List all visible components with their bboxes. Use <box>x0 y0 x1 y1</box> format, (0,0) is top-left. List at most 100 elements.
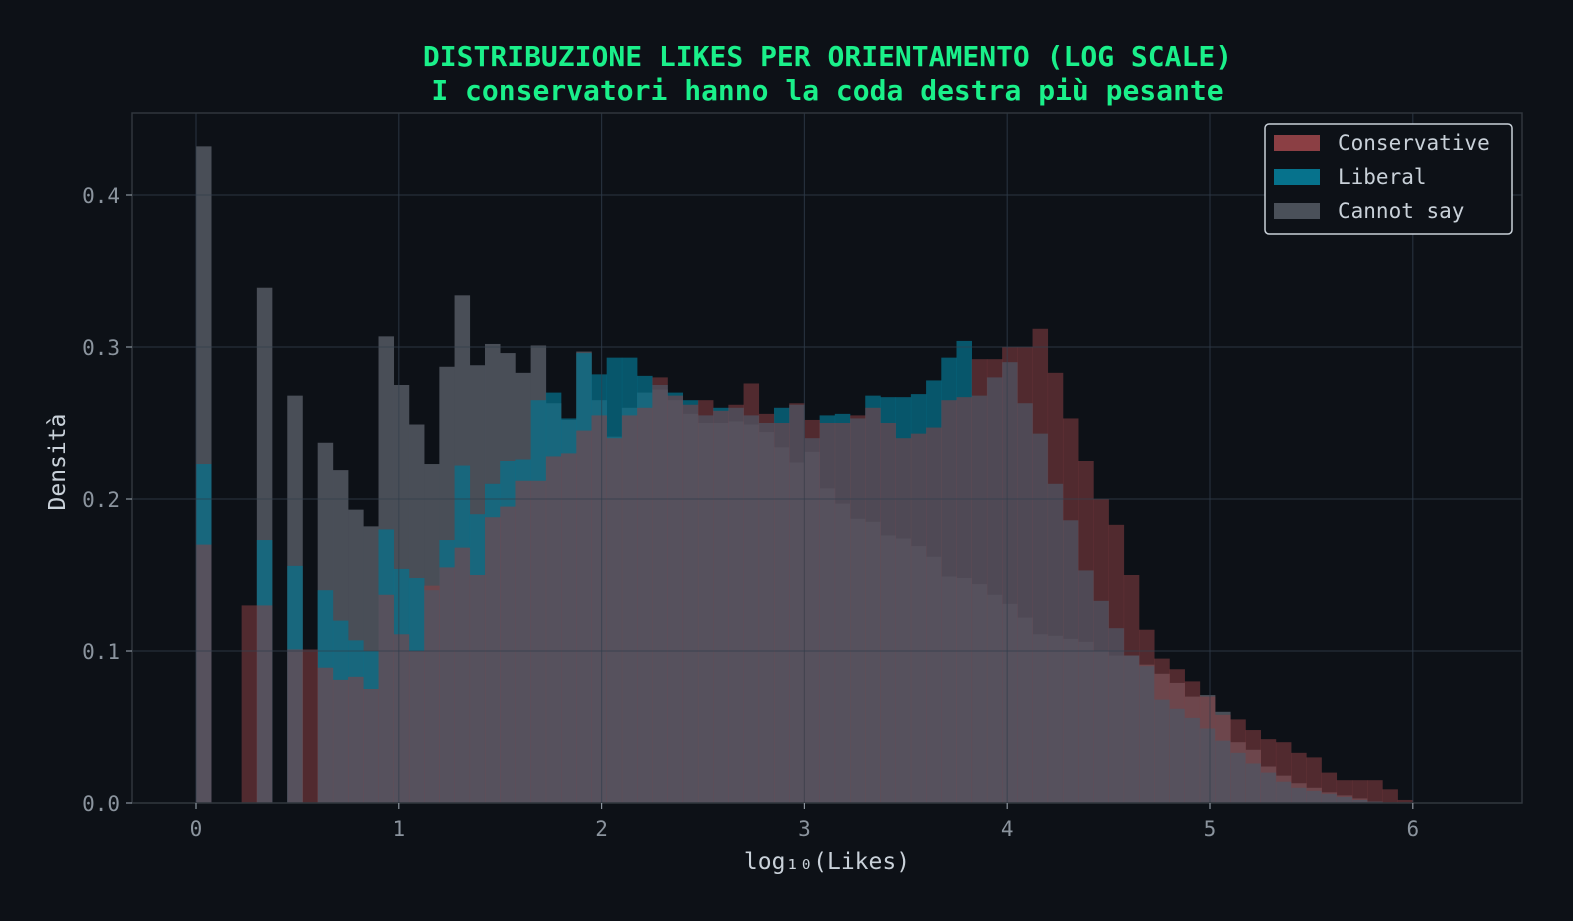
histogram-bar <box>1017 347 1033 803</box>
histogram-bar <box>865 407 881 803</box>
histogram-bar <box>606 438 623 803</box>
histogram-bar <box>819 423 836 803</box>
histogram-bar <box>773 423 790 803</box>
legend: Conservative Liberal Cannot say <box>1264 123 1513 235</box>
histogram-bar <box>1032 328 1049 803</box>
x-tick-label: 2 <box>595 817 608 841</box>
histogram-bar <box>317 667 334 803</box>
histogram-bar <box>971 359 988 803</box>
histogram-bar <box>241 605 258 803</box>
legend-label: Liberal <box>1338 165 1427 189</box>
y-tick-label: 0.2 <box>82 488 120 512</box>
legend-label: Conservative <box>1338 131 1490 155</box>
histogram-bar <box>1169 669 1185 803</box>
histogram-bar <box>1002 347 1018 803</box>
histogram-bar <box>850 415 866 803</box>
histogram-bar <box>1062 418 1079 803</box>
histogram-bar <box>926 427 942 803</box>
histogram-bar <box>1078 461 1094 803</box>
histogram-bar <box>363 689 379 803</box>
histogram-bar <box>682 404 699 803</box>
y-tick-label: 0.1 <box>82 640 120 664</box>
histogram-bar <box>500 506 516 803</box>
histogram-bar <box>302 649 318 803</box>
legend-swatch-liberal <box>1274 169 1320 185</box>
histogram-bar <box>1275 742 1292 803</box>
histogram-bar <box>469 575 486 803</box>
histogram-bar <box>637 407 653 803</box>
x-tick-label: 0 <box>190 817 203 841</box>
histogram-bar <box>713 410 729 803</box>
histogram-bar <box>1139 629 1155 803</box>
histogram-bar <box>697 400 714 803</box>
histogram-bar <box>454 547 471 803</box>
histogram-bar <box>1184 681 1201 803</box>
x-tick-label: 4 <box>1001 817 1014 841</box>
x-tick-label: 1 <box>392 817 405 841</box>
histogram-bar <box>652 377 668 803</box>
histogram-bars <box>196 146 1414 804</box>
legend-frame <box>1264 123 1513 235</box>
histogram-bar <box>393 634 410 803</box>
histogram-bar <box>424 585 440 803</box>
x-axis-ticks: 0 1 2 3 4 5 6 <box>190 803 1419 841</box>
histogram-bar <box>484 517 501 803</box>
histogram-bar <box>941 400 957 803</box>
histogram-bar <box>1108 524 1125 803</box>
histogram-bar <box>834 423 851 803</box>
series-conservative <box>196 328 1414 803</box>
histogram-bar <box>1306 757 1322 803</box>
histogram-bar <box>621 415 638 803</box>
histogram-bar <box>576 430 592 803</box>
x-tick-label: 6 <box>1406 817 1419 841</box>
histogram-bar <box>348 676 364 803</box>
histogram-bar <box>1367 780 1383 803</box>
y-tick-label: 0.3 <box>82 336 120 360</box>
histogram-bar <box>332 679 349 803</box>
y-tick-label: 0.4 <box>82 184 120 208</box>
histogram-bar <box>530 480 547 803</box>
y-axis-label: Densità <box>45 414 71 511</box>
histogram-bar <box>986 359 1003 803</box>
legend-swatch-cannot-say <box>1274 203 1320 219</box>
histogram-bar <box>758 413 775 803</box>
histogram-bar <box>1123 575 1140 803</box>
x-axis-label: log₁₀(Likes) <box>744 849 910 875</box>
histogram-bar <box>256 605 273 803</box>
legend-swatch-conservative <box>1274 135 1320 151</box>
histogram-bar <box>196 544 212 803</box>
histogram-bar <box>1230 719 1246 803</box>
histogram-bar <box>439 567 455 803</box>
histogram-bar <box>1291 752 1307 803</box>
histogram-bar <box>545 456 562 803</box>
y-tick-label: 0.0 <box>82 792 120 816</box>
histogram-bar <box>1260 739 1277 803</box>
histogram-bar <box>1215 714 1231 803</box>
histogram-bar <box>804 419 820 803</box>
histogram-bar <box>1321 772 1338 803</box>
histogram-bar <box>561 453 577 803</box>
chart-title: DISTRIBUZIONE LIKES PER ORIENTAMENTO (LO… <box>422 40 1233 73</box>
histogram-bar <box>728 404 744 803</box>
histogram-bar <box>956 397 973 803</box>
x-tick-label: 3 <box>798 817 811 841</box>
histogram-bar <box>880 423 896 803</box>
histogram-bar <box>1047 372 1064 803</box>
histogram-bar <box>1154 658 1170 803</box>
histogram-bar <box>789 403 805 803</box>
histogram-bar <box>408 651 425 803</box>
histogram-bar <box>378 594 395 803</box>
histogram-bar <box>591 415 607 803</box>
histogram-bar <box>1245 730 1261 803</box>
histogram-bar <box>1336 780 1353 803</box>
histogram-bar <box>910 433 927 803</box>
y-axis-ticks: 0.0 0.1 0.2 0.3 0.4 <box>82 184 132 816</box>
plot-frame <box>131 112 1523 804</box>
histogram-bar <box>743 383 760 803</box>
histogram-bar <box>1199 696 1216 803</box>
histogram-bar <box>895 438 912 803</box>
histogram-bar <box>1351 780 1368 803</box>
histogram-bar <box>1382 789 1398 803</box>
